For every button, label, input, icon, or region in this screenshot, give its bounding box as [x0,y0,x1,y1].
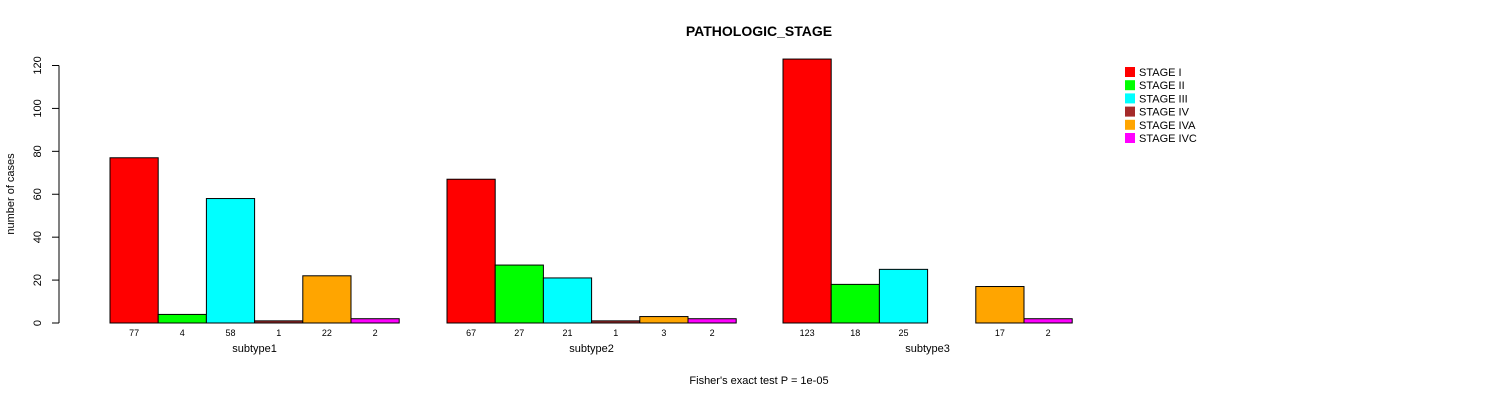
legend-label: STAGE I [1139,67,1182,79]
bar-stage-iv-subtype1 [254,320,304,324]
y-tick-label: 80 [32,145,44,157]
bar-value-label: 1 [276,328,281,338]
bar-stage-iva-subtype2 [639,316,689,324]
bar-value-label: 3 [661,328,666,338]
group-label-subtype3: subtype3 [905,343,950,355]
bar-value-label: 58 [225,328,235,338]
bar-stage-ivc-subtype3 [1023,318,1073,324]
bar-stage-ii-subtype3 [830,283,880,324]
bar-value-label: 18 [850,328,860,338]
bar-value-label: 22 [322,328,332,338]
legend-label: STAGE IVC [1139,133,1197,145]
y-axis: 0 20 40 60 80 100 120 [32,56,60,326]
legend-swatch-stage-ii [1125,80,1135,91]
bar-stage-iva-subtype3 [975,286,1025,324]
bar-stage-ii-subtype2 [494,264,544,324]
bar-value-label: 25 [898,328,908,338]
bar-value-label: 21 [562,328,572,338]
legend-label: STAGE IVA [1139,120,1196,132]
y-axis-label: number of cases [5,153,17,235]
bar-group-subtype3: 123 18 25 17 2 subtype3 [782,58,1073,355]
fisher-test-note: Fisher's exact test P = 1e-05 [689,375,828,387]
bar-value-label: 67 [466,328,476,338]
bar-stage-iii-subtype3 [878,268,929,324]
group-label-subtype1: subtype1 [232,343,277,355]
bar-value-label: 2 [710,328,715,338]
bar-group-subtype2: 67 27 21 1 3 2 subtype2 [446,178,737,355]
bar-stage-i-subtype3 [782,58,832,324]
bar-stage-i-subtype1 [109,157,159,324]
legend-label: STAGE III [1139,93,1188,105]
group-label-subtype2: subtype2 [569,343,614,355]
y-tick-label: 40 [32,231,44,243]
y-tick-label: 120 [32,56,44,74]
legend-swatch-stage-iv [1125,106,1135,117]
bar-stage-iva-subtype1 [302,275,352,324]
y-tick-label: 20 [32,274,44,286]
bar-stage-iii-subtype1 [205,198,256,324]
bar-value-label: 77 [129,328,139,338]
y-tick-label: 100 [32,99,44,117]
legend-swatch-stage-iva [1125,119,1135,130]
bar-value-label: 2 [1046,328,1051,338]
bar-stage-ivc-subtype1 [350,318,400,324]
bar-value-label: 1 [613,328,618,338]
bar-value-label: 17 [995,328,1005,338]
y-tick-label: 0 [32,320,44,326]
bar-stage-iii-subtype2 [542,277,593,324]
legend-swatch-stage-iii [1125,93,1135,104]
bar-stage-ivc-subtype2 [687,318,737,324]
bar-value-label: 123 [800,328,815,338]
y-tick-label: 60 [32,188,44,200]
bar-stage-ii-subtype1 [157,313,207,324]
chart-title: PATHOLOGIC_STAGE [686,23,832,39]
legend-swatch-stage-i [1125,67,1135,77]
bar-value-label: 2 [373,328,378,338]
legend-swatch-stage-ivc [1125,133,1135,143]
legend-label: STAGE IV [1139,107,1190,119]
bar-stage-iv-subtype2 [591,320,641,324]
bar-value-label: 4 [180,328,185,338]
bar-stage-i-subtype2 [446,178,496,324]
legend-label: STAGE II [1139,80,1185,92]
bar-value-label: 27 [514,328,524,338]
